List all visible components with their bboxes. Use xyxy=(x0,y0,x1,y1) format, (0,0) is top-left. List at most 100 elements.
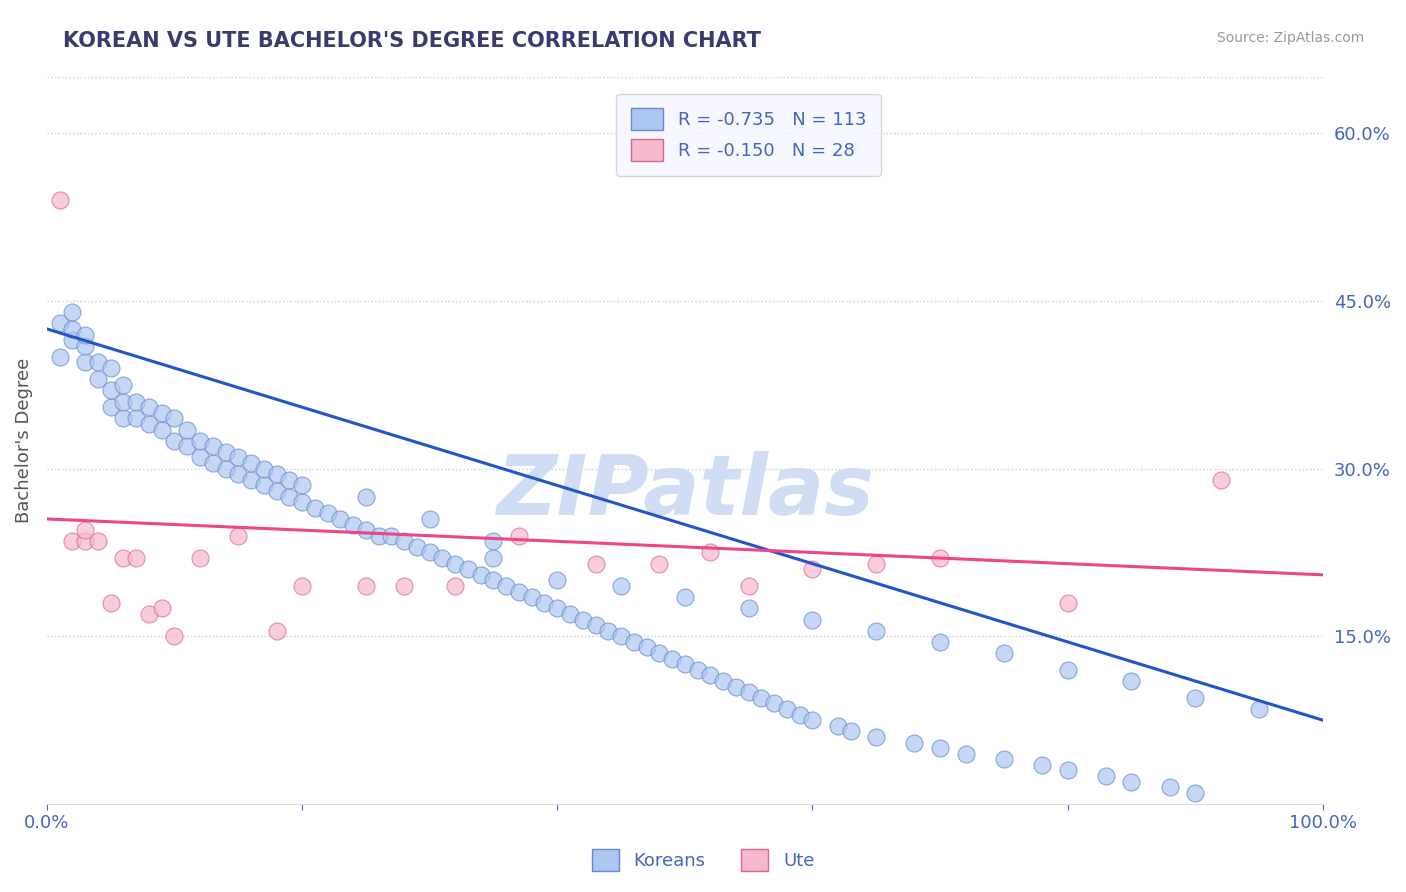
Point xyxy=(188,434,211,448)
Point xyxy=(291,478,314,492)
Point xyxy=(776,702,799,716)
Point xyxy=(367,529,389,543)
Point xyxy=(1184,690,1206,705)
Point xyxy=(865,730,887,744)
Legend: Koreans, Ute: Koreans, Ute xyxy=(585,842,821,879)
Point xyxy=(585,557,607,571)
Point xyxy=(546,601,568,615)
Point xyxy=(125,551,148,566)
Point xyxy=(470,567,492,582)
Point xyxy=(571,613,593,627)
Text: Source: ZipAtlas.com: Source: ZipAtlas.com xyxy=(1216,31,1364,45)
Point xyxy=(278,473,301,487)
Point xyxy=(48,350,70,364)
Point xyxy=(636,640,658,655)
Point xyxy=(801,713,824,727)
Point xyxy=(304,500,326,515)
Point xyxy=(598,624,620,638)
Point xyxy=(176,423,198,437)
Point xyxy=(354,579,377,593)
Point xyxy=(266,624,288,638)
Point xyxy=(291,495,314,509)
Point xyxy=(508,529,530,543)
Point xyxy=(112,551,135,566)
Point xyxy=(266,483,288,498)
Text: ZIPatlas: ZIPatlas xyxy=(496,451,873,532)
Point xyxy=(444,557,467,571)
Point xyxy=(60,322,83,336)
Point xyxy=(163,629,186,643)
Point xyxy=(432,551,454,566)
Point xyxy=(520,591,543,605)
Point xyxy=(993,646,1015,660)
Point xyxy=(392,579,415,593)
Point xyxy=(686,663,709,677)
Point xyxy=(737,579,759,593)
Point xyxy=(253,478,276,492)
Point xyxy=(214,461,236,475)
Point xyxy=(673,657,696,672)
Point xyxy=(1121,673,1143,688)
Point xyxy=(1031,757,1053,772)
Point xyxy=(903,735,925,749)
Point xyxy=(546,574,568,588)
Point xyxy=(380,529,402,543)
Point xyxy=(392,534,415,549)
Point xyxy=(508,584,530,599)
Point xyxy=(1209,473,1232,487)
Point xyxy=(444,579,467,593)
Point xyxy=(163,434,186,448)
Point xyxy=(316,507,339,521)
Point xyxy=(406,540,429,554)
Point xyxy=(801,562,824,576)
Y-axis label: Bachelor's Degree: Bachelor's Degree xyxy=(15,358,32,524)
Point xyxy=(112,377,135,392)
Point xyxy=(48,194,70,208)
Point xyxy=(150,601,173,615)
Point xyxy=(648,646,671,660)
Point xyxy=(87,534,110,549)
Point xyxy=(827,719,849,733)
Point xyxy=(125,394,148,409)
Point xyxy=(865,624,887,638)
Point xyxy=(623,635,645,649)
Point xyxy=(354,490,377,504)
Point xyxy=(839,724,862,739)
Point xyxy=(214,445,236,459)
Point xyxy=(188,450,211,465)
Point xyxy=(661,651,683,665)
Point xyxy=(763,697,786,711)
Point xyxy=(495,579,517,593)
Point xyxy=(558,607,581,621)
Point xyxy=(278,490,301,504)
Point xyxy=(176,439,198,453)
Text: KOREAN VS UTE BACHELOR'S DEGREE CORRELATION CHART: KOREAN VS UTE BACHELOR'S DEGREE CORRELAT… xyxy=(63,31,761,51)
Point xyxy=(150,423,173,437)
Point xyxy=(87,355,110,369)
Legend: R = -0.735   N = 113, R = -0.150   N = 28: R = -0.735 N = 113, R = -0.150 N = 28 xyxy=(616,94,880,176)
Point xyxy=(737,685,759,699)
Point xyxy=(1159,780,1181,795)
Point xyxy=(75,327,97,342)
Point xyxy=(100,384,122,398)
Point xyxy=(138,607,160,621)
Point xyxy=(457,562,479,576)
Point xyxy=(138,400,160,414)
Point xyxy=(533,596,555,610)
Point xyxy=(226,467,249,482)
Point xyxy=(201,456,224,470)
Point xyxy=(240,456,263,470)
Point xyxy=(801,613,824,627)
Point xyxy=(929,551,952,566)
Point xyxy=(482,574,505,588)
Point xyxy=(87,372,110,386)
Point xyxy=(610,629,633,643)
Point xyxy=(201,439,224,453)
Point xyxy=(929,635,952,649)
Point xyxy=(100,400,122,414)
Point xyxy=(1056,764,1078,778)
Point xyxy=(1121,774,1143,789)
Point xyxy=(419,512,441,526)
Point xyxy=(673,591,696,605)
Point xyxy=(1184,786,1206,800)
